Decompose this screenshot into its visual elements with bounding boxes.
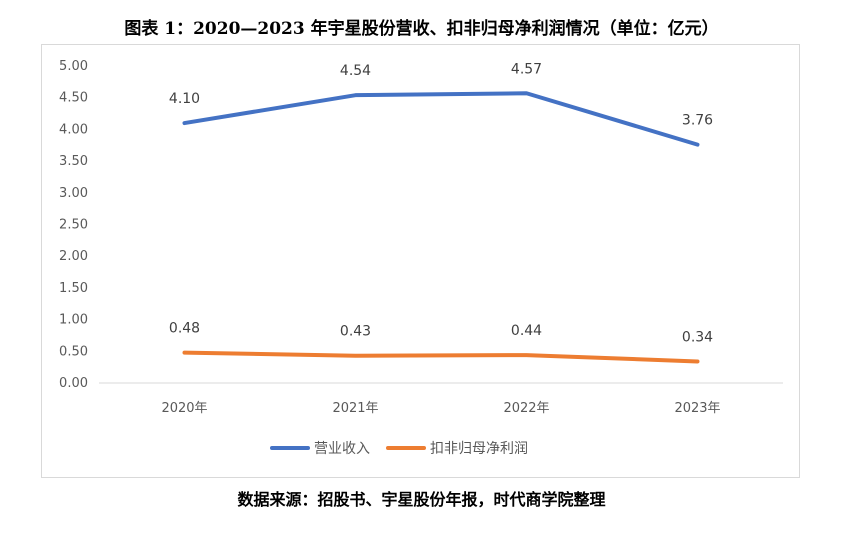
legend-label-2: 扣非归母净利润 xyxy=(430,440,528,457)
data-source-note: 数据来源：招股书、宇星股份年报，时代商学院整理 xyxy=(237,490,606,509)
y-tick-label: 2.50 xyxy=(59,218,88,233)
data-label: 0.48 xyxy=(169,321,200,337)
y-tick-label: 1.00 xyxy=(59,313,88,328)
legend: 营业收入 扣非归母净利润 xyxy=(270,440,528,457)
y-tick-label: 3.00 xyxy=(59,186,88,201)
y-axis: 0.00 0.50 1.00 1.50 2.00 2.50 3.00 3.50 4.00 4.50… xyxy=(59,59,88,391)
data-label: 0.44 xyxy=(511,323,542,339)
chart-title: 图表 1：2020—2023 年宇星股份营收、扣非归母净利润情况（单位：亿元） xyxy=(124,19,719,39)
x-tick-label: 2022年 xyxy=(503,401,549,416)
data-label: 4.57 xyxy=(511,61,542,77)
series-layer: 4.10 4.54 4.57 3.76 0.48 0.43 0.44 0.34 xyxy=(169,61,713,364)
y-tick-label: 3.50 xyxy=(59,154,88,169)
x-axis: 2020年 2021年 2022年 2023年 xyxy=(161,401,720,416)
y-tick-label: 4.00 xyxy=(59,122,88,137)
y-tick-label: 5.00 xyxy=(59,59,88,74)
data-label: 3.76 xyxy=(682,113,713,129)
data-label: 4.10 xyxy=(169,91,200,107)
y-tick-label: 0.00 xyxy=(59,376,88,391)
data-label: 0.43 xyxy=(340,324,371,340)
y-tick-label: 4.50 xyxy=(59,91,88,106)
y-tick-label: 1.50 xyxy=(59,281,88,296)
x-tick-label: 2023年 xyxy=(674,401,720,416)
x-tick-label: 2020年 xyxy=(161,401,207,416)
y-tick-label: 0.50 xyxy=(59,344,88,359)
legend-label-1: 营业收入 xyxy=(314,441,370,457)
data-label: 0.34 xyxy=(682,329,713,345)
chart-frame xyxy=(41,44,800,478)
x-tick-label: 2021年 xyxy=(332,401,378,416)
y-tick-label: 2.00 xyxy=(59,249,88,264)
data-label: 4.54 xyxy=(340,63,371,79)
series-line-2 xyxy=(182,350,700,364)
series-line-1 xyxy=(182,91,700,147)
